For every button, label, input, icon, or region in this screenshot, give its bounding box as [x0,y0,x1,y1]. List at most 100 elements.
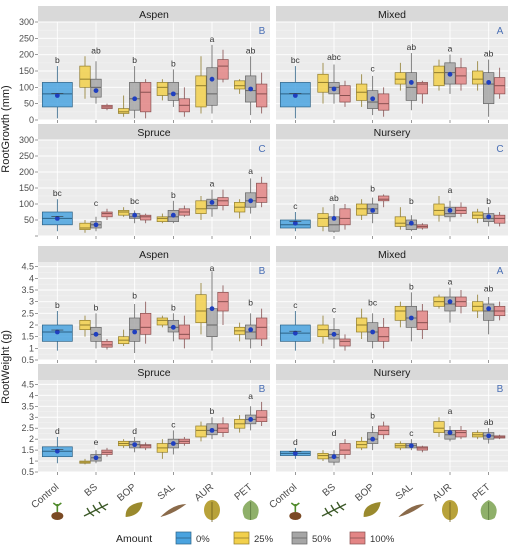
soil-icon [289,512,302,520]
legend-key: 0% [175,531,210,545]
spruce-twig-icon [321,501,347,517]
y-tick-label: 0.5 [21,355,34,365]
y-tick-label: 50 [24,99,34,109]
significance-letter: b [132,291,137,301]
mean-point [54,216,60,221]
y-tick-label: 100 [19,199,34,209]
mean-point [170,441,176,446]
box [195,425,207,438]
box [41,82,73,108]
box [217,197,229,206]
facet-strip [276,246,508,262]
box [167,82,179,101]
mean-point [248,417,254,422]
y-tick-label: 150 [19,183,34,193]
significance-letter: d [132,426,137,436]
mean-point [248,86,254,92]
box [472,70,484,85]
spruce-twig-icon [83,501,109,517]
mean-point [370,96,376,102]
box [256,182,268,203]
box [356,203,368,216]
mean-point [209,427,215,433]
mean-point [292,330,298,336]
significance-letter: a [210,34,215,44]
facet-title: Nursery [374,127,412,139]
mean-point [170,91,176,97]
x-tick-label: BOP [353,482,377,504]
box [140,214,152,221]
box [234,80,246,90]
facet-strip [38,124,270,140]
y-tick-label: 250 [19,151,34,161]
mean-point [209,76,215,82]
legend-label: 50% [312,534,332,545]
willow-leaf-icon [398,504,425,517]
significance-letter: c [293,300,298,310]
box [433,421,445,433]
box [140,312,152,335]
x-tick-label: SAL [156,482,178,503]
y-tick-label: 3 [29,412,34,422]
significance-letter: ab [484,284,494,294]
significance-letter: b [171,58,176,68]
box [79,222,91,230]
significance-letter: ab [91,45,101,55]
box [378,195,390,202]
facet-title: Aspen [139,249,169,261]
group-letter: B [259,266,266,277]
facet-strip [38,246,270,262]
facet-panel-mixed: Mixed Abc abc c ab a ab [276,6,508,123]
significance-letter: bc [130,196,140,206]
significance-letter: b [171,190,176,200]
significance-letter: a [448,406,453,416]
significance-letter: d [293,437,298,447]
y-tick-label: 300 [19,135,34,145]
y-tick-label: 200 [19,167,34,177]
box [455,430,467,438]
mean-point [132,96,138,102]
box [118,108,130,114]
mean-point [486,80,492,85]
facet-title: Spruce [137,367,170,379]
legend: Amount 0% 25% 50% 100% [116,531,395,545]
box [101,211,113,218]
significance-letter: d [55,426,60,436]
box [256,317,268,340]
x-tick-label: SAL [394,482,416,503]
significance-letter: c [332,305,337,315]
significance-letter: a [210,263,215,273]
significance-letter: bc [53,188,63,198]
facet-panel-aspen: Aspen Bb b b b a b [38,246,270,363]
legend-key: 100% [349,531,395,545]
mean-point [447,430,453,435]
y-tick-label: 2 [29,320,34,330]
box [206,67,218,106]
significance-letter: b [55,300,60,310]
birch-leaf-icon [125,502,143,517]
significance-letter: bc [291,55,301,65]
y-tick-label: 4.5 [21,262,34,272]
x-tick-label: Control [267,482,299,511]
facet-title: Nursery [374,367,412,379]
mean-point [408,443,414,449]
facet-strip [38,6,270,22]
significance-letter: b [248,298,253,308]
mean-point [331,331,337,337]
box [378,93,390,111]
box [416,82,428,95]
y-tick-label: 4 [29,390,34,400]
y-tick-label: 4.5 [21,379,34,389]
box [394,305,406,321]
legend-label: 25% [254,534,274,545]
mean-point [93,88,99,93]
mean-point [209,200,215,205]
y-tick-label: 1.5 [21,445,34,455]
facet-panel-mixed: Mixed Ac c bc b a ab [276,246,508,363]
significance-letter: d [332,428,337,438]
mean-point [209,306,215,312]
mean-point [408,220,414,226]
y-tick-label: 300 [19,17,34,27]
mean-point [292,93,298,98]
